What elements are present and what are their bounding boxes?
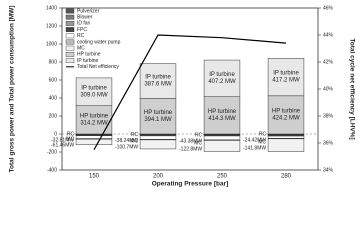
segment-name: HP turbine: [144, 110, 173, 116]
legend-swatch: [65, 14, 75, 20]
y-tick-label: 0: [54, 131, 57, 137]
segment-name: RC: [67, 132, 75, 138]
chart: Operating Pressure [bar] Total gross pow…: [9, 5, 356, 188]
data-label: -24.42MW: [243, 137, 266, 143]
y-tick-label: 800: [49, 59, 58, 65]
x-tick-label: 250: [217, 174, 228, 180]
data-label: 387.6 MW: [144, 82, 172, 88]
y2-tick-label: 42%: [323, 59, 334, 65]
y-tick-label: 400: [49, 95, 58, 101]
y-tick-label: 200: [49, 113, 58, 119]
bar-segment: [267, 138, 305, 152]
legend-label: IP turbine: [77, 58, 99, 64]
segment-name: MC: [258, 140, 266, 146]
legend-label: ID fan: [77, 21, 91, 27]
y2-tick-label: 34%: [323, 167, 334, 173]
segment-name: RC: [259, 131, 267, 137]
segment-name: MC: [66, 136, 74, 142]
x-tick-label: 150: [89, 174, 100, 180]
legend-swatch: [65, 45, 75, 51]
legend-label: Total Net efficiency: [77, 64, 119, 70]
y2-axis-title: Total cycle net efficiency [LHV%]: [348, 38, 355, 139]
y2-tick-label: 38%: [323, 113, 334, 119]
legend-swatch: [65, 33, 75, 39]
y2-tick-label: 46%: [323, 5, 334, 11]
legend-label: Pulverizer: [77, 8, 100, 14]
x-axis-title: Operating Pressure [bar]: [152, 181, 229, 188]
data-label: 417.2 MW: [272, 78, 300, 84]
y2-tick-label: 36%: [323, 140, 334, 146]
y2-tick-label: 44%: [323, 32, 334, 38]
data-label: 414.3 MW: [208, 116, 236, 122]
data-label: -122.8MW: [179, 146, 202, 152]
bar-segment: [75, 77, 113, 106]
legend-swatch: [65, 58, 75, 64]
legend-swatch: [65, 8, 75, 14]
bar-segment: [267, 58, 305, 97]
bar-segment: [267, 135, 305, 139]
bar-segment: [139, 98, 177, 135]
x-tick-label: 280: [281, 174, 292, 180]
y-tick-label: 1200: [46, 23, 57, 29]
legend-swatch: [65, 27, 75, 32]
y-tick-label: 1000: [46, 41, 57, 47]
y-tick-label: -400: [47, 167, 57, 173]
legend-swatch: [65, 52, 75, 57]
y-tick-label: -200: [47, 149, 57, 155]
legend-label: HP turbine: [77, 52, 101, 58]
segment-name: HP turbine: [272, 108, 301, 114]
legend-label: FPC: [77, 27, 87, 33]
y-axis-title: Total gross power and Total power consum…: [9, 6, 16, 173]
legend-label: RC: [77, 33, 85, 39]
data-label: -61.46MW: [51, 142, 74, 148]
x-tick-label: 200: [153, 174, 164, 180]
data-label: -43.38MW: [179, 138, 202, 144]
segment-name: IP turbine: [209, 72, 235, 78]
bar-segment: [139, 63, 177, 99]
legend-swatch: [65, 39, 75, 45]
y-tick-label: 1400: [46, 5, 57, 11]
bar-segment: [203, 59, 241, 97]
data-label: 424.2 MW: [272, 115, 300, 121]
bar-segment: [267, 95, 305, 135]
bar-segment: [139, 135, 177, 140]
y2-tick-label: 40%: [323, 86, 334, 92]
data-label: 314.2 MW: [80, 120, 108, 126]
segment-name: IP turbine: [145, 75, 171, 81]
data-label: -141.8MW: [243, 146, 266, 152]
segment-name: RC: [195, 132, 203, 138]
data-label: -38.24MW: [115, 138, 138, 144]
bar-segment: [203, 135, 241, 141]
legend-swatch: [65, 21, 75, 26]
segment-name: RC: [131, 132, 139, 138]
bar-segment: [139, 139, 177, 150]
segment-name: MC: [194, 140, 202, 146]
data-label: 394.1 MW: [144, 117, 172, 123]
segment-name: IP turbine: [273, 71, 299, 77]
legend-label: MC: [77, 46, 85, 52]
data-label: 407.2 MW: [208, 79, 236, 85]
y-tick-label: 600: [49, 77, 58, 83]
bar-segment: [75, 135, 113, 139]
bar-segment: [203, 140, 241, 152]
segment-name: MC: [130, 139, 138, 145]
efficiency-line: [93, 34, 287, 151]
segment-name: HP turbine: [80, 113, 109, 119]
data-label: -100.7MW: [115, 145, 138, 151]
legend-label: Blower: [77, 15, 93, 21]
legend-label: cooling water pump: [77, 39, 121, 45]
segment-name: IP turbine: [81, 85, 107, 91]
data-label: 309.0 MW: [80, 92, 108, 98]
segment-name: HP turbine: [208, 109, 237, 115]
bar-segment: [75, 138, 113, 145]
data-label: -32.81MW: [51, 138, 74, 144]
